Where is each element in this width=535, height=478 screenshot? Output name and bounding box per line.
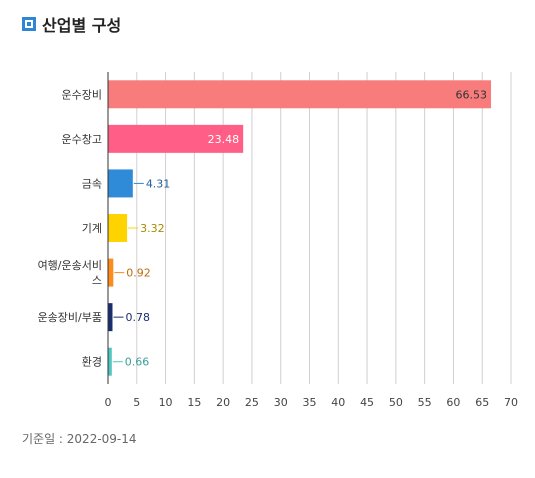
x-tick-label: 35: [303, 396, 317, 409]
chart-header: 산업별 구성: [22, 12, 121, 36]
x-tick-label: 15: [187, 396, 201, 409]
x-tick-label: 70: [504, 396, 518, 409]
data-label: 0.92: [126, 267, 151, 280]
bar: [108, 124, 244, 153]
x-tick-label: 60: [446, 396, 460, 409]
industry-bar-chart: 0 5 10 15 20 25 30 35 40 45 50 55 60 65 70 운수장비 66.53 운수창…: [38, 72, 518, 409]
reference-date: 기준일 : 2022-09-14: [22, 432, 137, 446]
category-label: 운수창고: [62, 133, 102, 146]
category-label: 환경: [82, 356, 102, 369]
category-label: 스: [92, 274, 102, 287]
x-tick-label: 65: [475, 396, 489, 409]
bar: [108, 169, 133, 198]
category-label: 운수장비: [62, 88, 102, 101]
category-label: 금속: [82, 177, 102, 190]
category-label: 기계: [82, 222, 102, 235]
chart-title: 산업별 구성: [42, 16, 122, 35]
data-label: 23.48: [208, 133, 240, 146]
x-tick-label: 25: [245, 396, 259, 409]
x-tick-label: 40: [331, 396, 345, 409]
bar: [108, 347, 112, 376]
x-tick-label: 45: [360, 396, 374, 409]
x-tick-label: 55: [418, 396, 432, 409]
category-label: 여행/운송서비: [38, 259, 102, 272]
x-tick-label: 20: [216, 396, 230, 409]
data-label: 3.32: [140, 222, 165, 235]
square-bullet-icon: [22, 17, 36, 31]
bar: [108, 258, 114, 287]
x-tick-label: 30: [274, 396, 288, 409]
data-label: 0.66: [125, 356, 150, 369]
x-tick-label: 50: [389, 396, 403, 409]
data-label: 66.53: [456, 88, 488, 101]
x-tick-label: 5: [133, 396, 140, 409]
bar: [108, 214, 128, 242]
category-label: 운송장비/부품: [38, 311, 102, 324]
bar: [108, 80, 492, 109]
x-tick-label: 0: [105, 396, 112, 409]
data-label: 0.78: [125, 311, 150, 324]
bar: [108, 303, 113, 332]
x-tick-label: 10: [159, 396, 173, 409]
data-label: 4.31: [146, 177, 171, 190]
